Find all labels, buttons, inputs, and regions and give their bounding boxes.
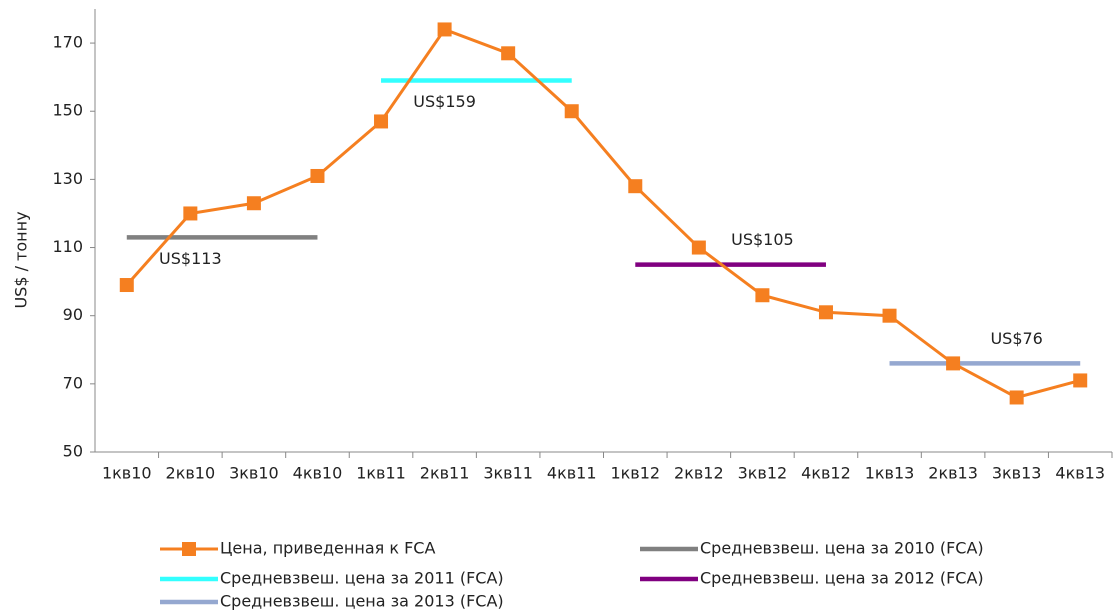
data-label: US$76	[990, 329, 1042, 348]
x-tick-label: 1кв11	[356, 464, 406, 483]
y-axis-label: US$ / тонну	[12, 211, 31, 308]
marker	[564, 104, 579, 119]
x-tick-label: 4кв11	[547, 464, 597, 483]
y-tick-label: 70	[63, 373, 83, 392]
marker	[818, 305, 833, 320]
marker	[310, 168, 325, 183]
x-tick-label: 1кв12	[610, 464, 660, 483]
series-line	[125, 27, 1081, 400]
x-tick-label: 3кв13	[992, 464, 1042, 483]
x-tick-label: 2кв12	[674, 464, 724, 483]
marker	[946, 356, 961, 371]
y-tick-label: 90	[63, 305, 83, 324]
marker	[501, 46, 516, 61]
y-tick-label: 170	[52, 33, 83, 52]
x-tick-label: 2кв10	[166, 464, 216, 483]
data-label: US$113	[159, 249, 222, 268]
x-tick-label: 2кв13	[928, 464, 978, 483]
y-tick-label: 130	[52, 169, 83, 188]
x-tick-label: 4кв12	[801, 464, 851, 483]
marker	[183, 206, 198, 221]
x-tick-label: 3кв12	[738, 464, 788, 483]
marker	[246, 196, 261, 211]
data-label: US$159	[413, 92, 476, 111]
marker	[628, 179, 643, 194]
data-label: US$105	[731, 230, 794, 249]
legend-label: Средневзвеш. цена за 2012 (FCA)	[700, 569, 984, 588]
marker	[755, 288, 770, 303]
marker	[437, 22, 452, 37]
y-tick-label: 150	[52, 101, 83, 120]
legend-marker	[182, 542, 196, 556]
marker	[882, 308, 897, 323]
marker	[691, 240, 706, 255]
y-tick-label: 110	[52, 237, 83, 256]
x-tick-label: 3кв10	[229, 464, 279, 483]
marker	[374, 114, 389, 129]
x-tick-label: 3кв11	[483, 464, 533, 483]
marker	[1009, 390, 1024, 405]
x-tick-label: 1кв10	[102, 464, 152, 483]
legend-label: Средневзвеш. цена за 2011 (FCA)	[220, 569, 504, 588]
x-tick-label: 2кв11	[420, 464, 470, 483]
x-tick-label: 4кв10	[293, 464, 343, 483]
x-tick-label: 1кв13	[865, 464, 915, 483]
marker	[119, 278, 134, 293]
x-tick-label: 4кв13	[1055, 464, 1105, 483]
legend-label: Средневзвеш. цена за 2013 (FCA)	[220, 592, 504, 610]
legend-label: Средневзвеш. цена за 2010 (FCA)	[700, 539, 984, 558]
marker	[1073, 373, 1088, 388]
legend-label: Цена, приведенная к FCA	[220, 539, 435, 558]
y-tick-label: 50	[63, 442, 83, 461]
